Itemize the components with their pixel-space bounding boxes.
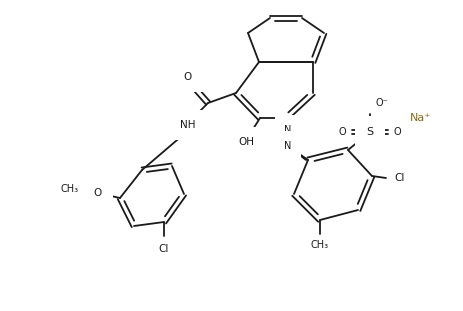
Text: CH₃: CH₃ <box>61 184 79 194</box>
Text: CH₃: CH₃ <box>311 240 329 250</box>
Text: S: S <box>366 127 374 137</box>
Text: O: O <box>94 188 102 198</box>
Text: Cl: Cl <box>159 244 169 254</box>
Text: Cl: Cl <box>394 173 404 183</box>
Text: Na⁺: Na⁺ <box>410 113 431 123</box>
Text: O⁻: O⁻ <box>376 98 389 108</box>
Text: OH: OH <box>238 137 254 147</box>
Text: O: O <box>338 127 346 137</box>
Text: NH: NH <box>180 120 196 130</box>
Text: N: N <box>284 125 292 135</box>
Text: N: N <box>284 141 292 151</box>
Text: O: O <box>184 72 192 82</box>
Text: O: O <box>394 127 401 137</box>
